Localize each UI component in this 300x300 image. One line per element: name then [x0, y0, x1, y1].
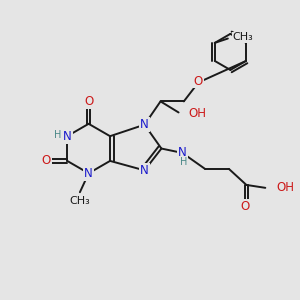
- Text: CH₃: CH₃: [70, 196, 90, 206]
- Text: OH: OH: [276, 181, 294, 194]
- Text: O: O: [194, 74, 203, 88]
- Text: O: O: [42, 154, 51, 167]
- Text: H: H: [54, 130, 61, 140]
- Text: CH₃: CH₃: [232, 32, 253, 42]
- Text: OH: OH: [188, 107, 206, 120]
- Text: N: N: [63, 130, 72, 143]
- Text: O: O: [240, 200, 250, 213]
- Text: N: N: [140, 164, 149, 177]
- Text: H: H: [180, 157, 188, 167]
- Text: N: N: [84, 167, 93, 180]
- Text: O: O: [84, 95, 93, 109]
- Text: N: N: [178, 146, 187, 159]
- Text: N: N: [140, 118, 149, 130]
